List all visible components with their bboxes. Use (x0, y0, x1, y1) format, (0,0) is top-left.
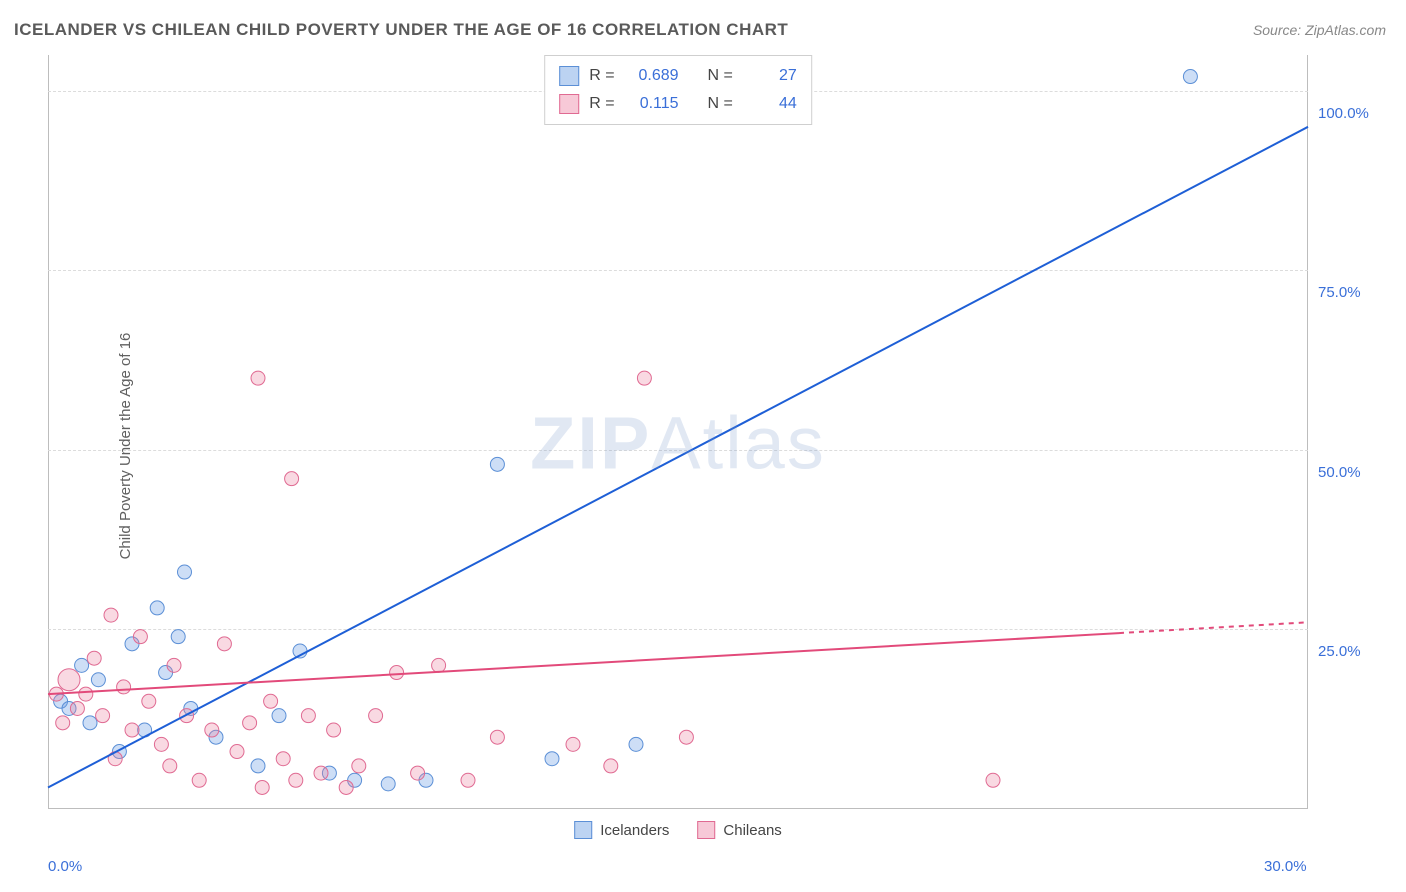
scatter-point (243, 716, 257, 730)
scatter-point (217, 637, 231, 651)
plot-area: ZIPAtlas R = 0.689 N = 27 R = 0.115 N = … (48, 55, 1308, 845)
scatter-point (327, 723, 341, 737)
regression-line (48, 127, 1308, 788)
stats-n-label-2: N = (707, 90, 732, 118)
scatter-point (314, 766, 328, 780)
scatter-point (192, 773, 206, 787)
scatter-point (70, 701, 84, 715)
legend-item-2: Chileans (697, 821, 781, 839)
scatter-point (381, 777, 395, 791)
scatter-point (205, 723, 219, 737)
scatter-point (604, 759, 618, 773)
stats-r-value-1: 0.689 (625, 62, 679, 90)
scatter-point (91, 673, 105, 687)
scatter-point (629, 737, 643, 751)
scatter-point (87, 651, 101, 665)
regression-line-dashed (1119, 622, 1308, 633)
source-label: Source: (1253, 22, 1301, 38)
scatter-point (133, 630, 147, 644)
scatter-point (171, 630, 185, 644)
scatter-point (264, 694, 278, 708)
scatter-point (142, 694, 156, 708)
scatter-point (289, 773, 303, 787)
scatter-point (339, 780, 353, 794)
y-tick-label: 25.0% (1318, 643, 1378, 660)
source-name: ZipAtlas.com (1305, 22, 1386, 38)
scatter-point (230, 745, 244, 759)
scatter-point (390, 666, 404, 680)
legend-item-1: Icelanders (574, 821, 669, 839)
x-tick-label: 0.0% (48, 858, 82, 875)
scatter-point (163, 759, 177, 773)
scatter-point (545, 752, 559, 766)
scatter-point (178, 565, 192, 579)
scatter-point (272, 709, 286, 723)
scatter-point (461, 773, 475, 787)
scatter-point (679, 730, 693, 744)
chart-container: ICELANDER VS CHILEAN CHILD POVERTY UNDER… (0, 0, 1406, 892)
scatter-point (352, 759, 366, 773)
stats-swatch-2 (559, 94, 579, 114)
legend-label-1: Icelanders (600, 822, 669, 839)
y-tick-label: 50.0% (1318, 464, 1378, 481)
stats-r-value-2: 0.115 (625, 90, 679, 118)
scatter-point (75, 658, 89, 672)
scatter-point (490, 730, 504, 744)
stats-legend-box: R = 0.689 N = 27 R = 0.115 N = 44 (544, 55, 812, 125)
y-tick-label: 100.0% (1318, 105, 1378, 122)
stats-r-label-1: R = (589, 62, 614, 90)
stats-n-value-2: 44 (743, 90, 797, 118)
scatter-point (255, 780, 269, 794)
scatter-point (56, 716, 70, 730)
stats-n-label-1: N = (707, 62, 732, 90)
stats-r-label-2: R = (589, 90, 614, 118)
stats-row-1: R = 0.689 N = 27 (559, 62, 797, 90)
scatter-point (125, 723, 139, 737)
scatter-point (369, 709, 383, 723)
source-attribution: Source: ZipAtlas.com (1253, 22, 1386, 38)
scatter-point (83, 716, 97, 730)
x-tick-label: 30.0% (1264, 858, 1307, 875)
plot-svg (48, 55, 1308, 845)
series-legend: Icelanders Chileans (574, 821, 782, 839)
scatter-point (1183, 70, 1197, 84)
stats-swatch-1 (559, 66, 579, 86)
legend-swatch-2 (697, 821, 715, 839)
scatter-point (104, 608, 118, 622)
legend-swatch-1 (574, 821, 592, 839)
scatter-point (301, 709, 315, 723)
regression-line (48, 633, 1119, 694)
stats-n-value-1: 27 (743, 62, 797, 90)
stats-row-2: R = 0.115 N = 44 (559, 90, 797, 118)
scatter-point (96, 709, 110, 723)
scatter-point (251, 371, 265, 385)
chart-title: ICELANDER VS CHILEAN CHILD POVERTY UNDER… (14, 20, 788, 40)
scatter-point (79, 687, 93, 701)
scatter-point (432, 658, 446, 672)
scatter-point (58, 669, 80, 691)
scatter-point (411, 766, 425, 780)
scatter-point (251, 759, 265, 773)
scatter-point (167, 658, 181, 672)
scatter-point (117, 680, 131, 694)
scatter-point (285, 472, 299, 486)
y-tick-label: 75.0% (1318, 284, 1378, 301)
scatter-point (566, 737, 580, 751)
scatter-point (637, 371, 651, 385)
scatter-point (154, 737, 168, 751)
scatter-point (150, 601, 164, 615)
scatter-point (490, 457, 504, 471)
legend-label-2: Chileans (723, 822, 781, 839)
scatter-point (986, 773, 1000, 787)
scatter-point (276, 752, 290, 766)
